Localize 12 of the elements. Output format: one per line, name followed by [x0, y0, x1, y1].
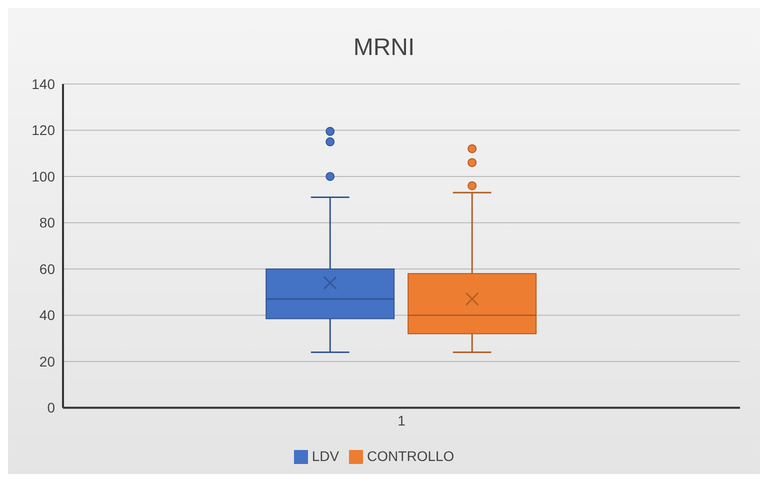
y-tick-label: 120: [32, 122, 56, 138]
legend-label: CONTROLLO: [367, 448, 454, 464]
y-tick-label: 0: [47, 400, 56, 416]
x-tick-label: 1: [398, 412, 406, 429]
legend-label: LDV: [312, 448, 340, 464]
y-tick-label: 60: [39, 260, 56, 277]
y-tick-label: 20: [39, 353, 56, 370]
y-tick-label: 140: [32, 76, 56, 92]
y-tick-label: 40: [39, 307, 56, 324]
chart-title: MRNI: [352, 34, 416, 62]
y-tick-label: 80: [39, 214, 56, 231]
y-tick-label: 100: [32, 168, 56, 184]
